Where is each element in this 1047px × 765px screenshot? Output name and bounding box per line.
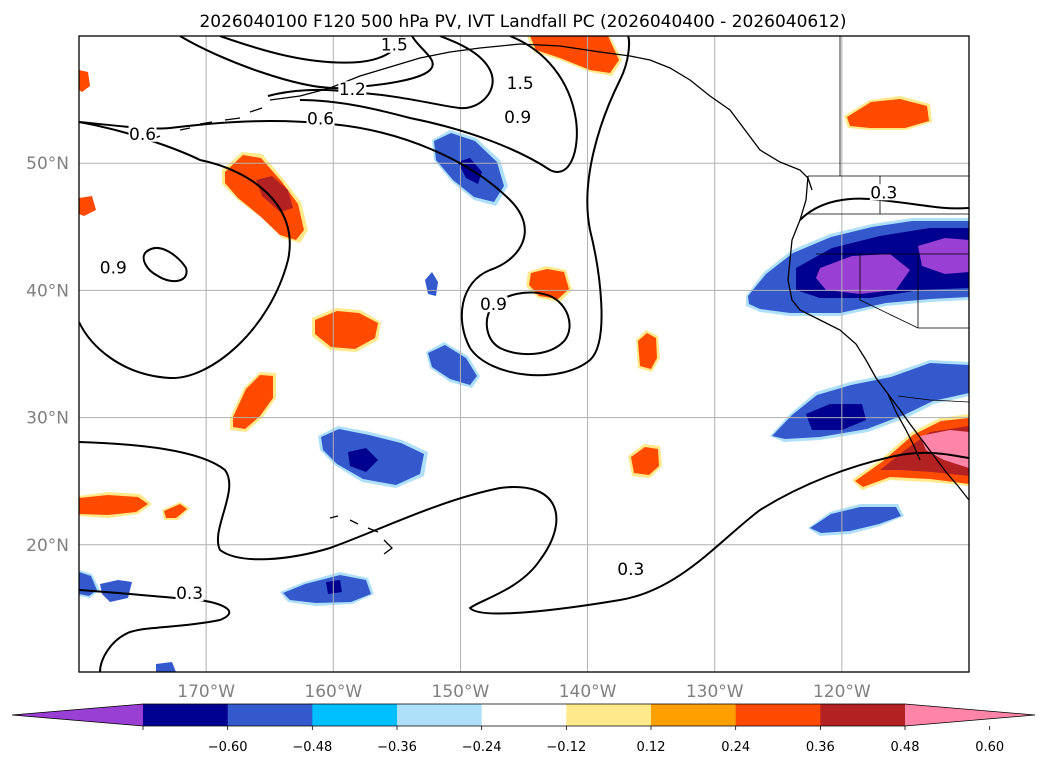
colorbar-segment [312,704,398,726]
contour-0.6-west [79,121,291,380]
contour-label-bg [128,125,157,142]
filled-anomalies [79,36,969,672]
contour-label-bg [380,36,409,53]
colorbar-tick-label: −0.36 [377,740,417,755]
contour-label-bg [616,560,645,577]
negative-anomaly-8 [808,504,904,536]
colorbar-segment [651,704,737,726]
positive-anomaly-7 [844,96,932,130]
lat-tick-label: 40°N [26,281,69,301]
lon-tick-label: 140°W [559,682,617,702]
colorbar-tick-label: 0.24 [721,740,750,755]
positive-anomaly-9 [636,330,660,372]
contour-label-bg [306,110,335,127]
colorbar-segment [735,704,821,726]
positive-anomaly-4 [79,492,190,520]
contour-label-bg [99,259,128,276]
colorbar: −0.60 −0.48 −0.36 −0.24 −0.12 0.12 0.24 0.36 0.4… [11,703,1036,755]
colorbar-tick-label: −0.24 [462,740,502,755]
contour-label: 0.6 [307,109,334,129]
contour-label: 0.3 [870,183,897,203]
alaska-coast [269,43,813,191]
contour-0.3-sw [79,589,231,672]
colorbar-tick-label: −0.60 [208,740,248,755]
colorbar-tick-label: 0.12 [637,740,666,755]
pv-contours [79,36,969,672]
negative-anomaly-3 [318,426,428,488]
contour-label-bg [479,296,508,313]
colorbar-tick-label: 0.60 [975,740,1004,755]
contour-label: 1.2 [339,80,366,100]
colorbar-segment [566,704,652,726]
colorbar-tick-label: −0.48 [292,740,332,755]
lon-tick-label: 120°W [813,682,871,702]
contour-label: 1.5 [507,74,534,94]
colorbar-tick-label: 0.36 [806,740,835,755]
negative-anomaly-7 [770,360,969,442]
positive-anomaly-3 [230,372,276,432]
negative-anomaly-4 [280,572,374,606]
contour-0.9-north [299,36,578,173]
contour-label: 0.9 [480,295,507,315]
lon-tick-label: 170°W [177,682,235,702]
latitude-tick-labels: 20°N 30°N 40°N 50°N [26,154,69,556]
na-west-coast [787,175,969,501]
contour-0.6-main [79,36,630,377]
contour-0.3-south [79,441,969,615]
colorbar-segment [227,704,313,726]
colorbar-segment [481,704,567,726]
contour-label: 1.5 [381,36,408,56]
chart-title: 2026040100 F120 500 hPa PV, IVT Landfall… [199,12,846,32]
positive-anomaly-2 [312,308,381,352]
contour-0.9-loop [485,291,571,356]
contour-label-bg [338,81,367,98]
colorbar-segment [820,704,906,726]
lat-tick-label: 50°N [26,154,69,174]
contour-label-bg [506,74,535,91]
colorbar-extend-max [905,704,1035,726]
colorbar-segment [143,704,229,726]
map-frame [78,35,970,673]
lat-tick-label: 30°N [26,409,69,429]
contour-label-bg [869,184,898,201]
contour-label: 0.3 [176,584,203,604]
longitude-tick-labels: 170°W 160°W 150°W 140°W 130°W 120°W [177,682,871,702]
gridlines [79,36,969,672]
contour-label-bg [503,109,532,126]
contour-0.9-small [142,247,188,283]
colorbar-segment [397,704,483,726]
contour-label: 0.3 [617,560,644,580]
contour-label-bg [175,584,204,601]
borders [808,36,969,403]
positive-anomaly-5 [79,70,96,216]
us-state-lines [808,176,969,329]
hawaii [329,515,393,555]
positive-anomaly-10 [628,444,662,478]
contour-label: 0.6 [129,125,156,145]
lon-tick-label: 150°W [432,682,490,702]
colorbar-extend-min [12,704,143,726]
us-mexico-border [897,395,969,403]
contour-label: 0.9 [504,108,531,128]
lon-tick-label: 130°W [686,682,744,702]
contour-label: 0.9 [100,258,127,278]
baja-california [887,393,921,461]
colorbar-tick-label: 0.48 [891,740,920,755]
lon-tick-label: 160°W [304,682,362,702]
contour-labels: 0.6 0.6 0.9 1.2 1.5 1.5 0.9 0.9 0.3 0.3 0.3 [99,36,898,604]
colorbar-tick-label: −0.12 [546,740,586,755]
lat-tick-label: 20°N [26,536,69,556]
